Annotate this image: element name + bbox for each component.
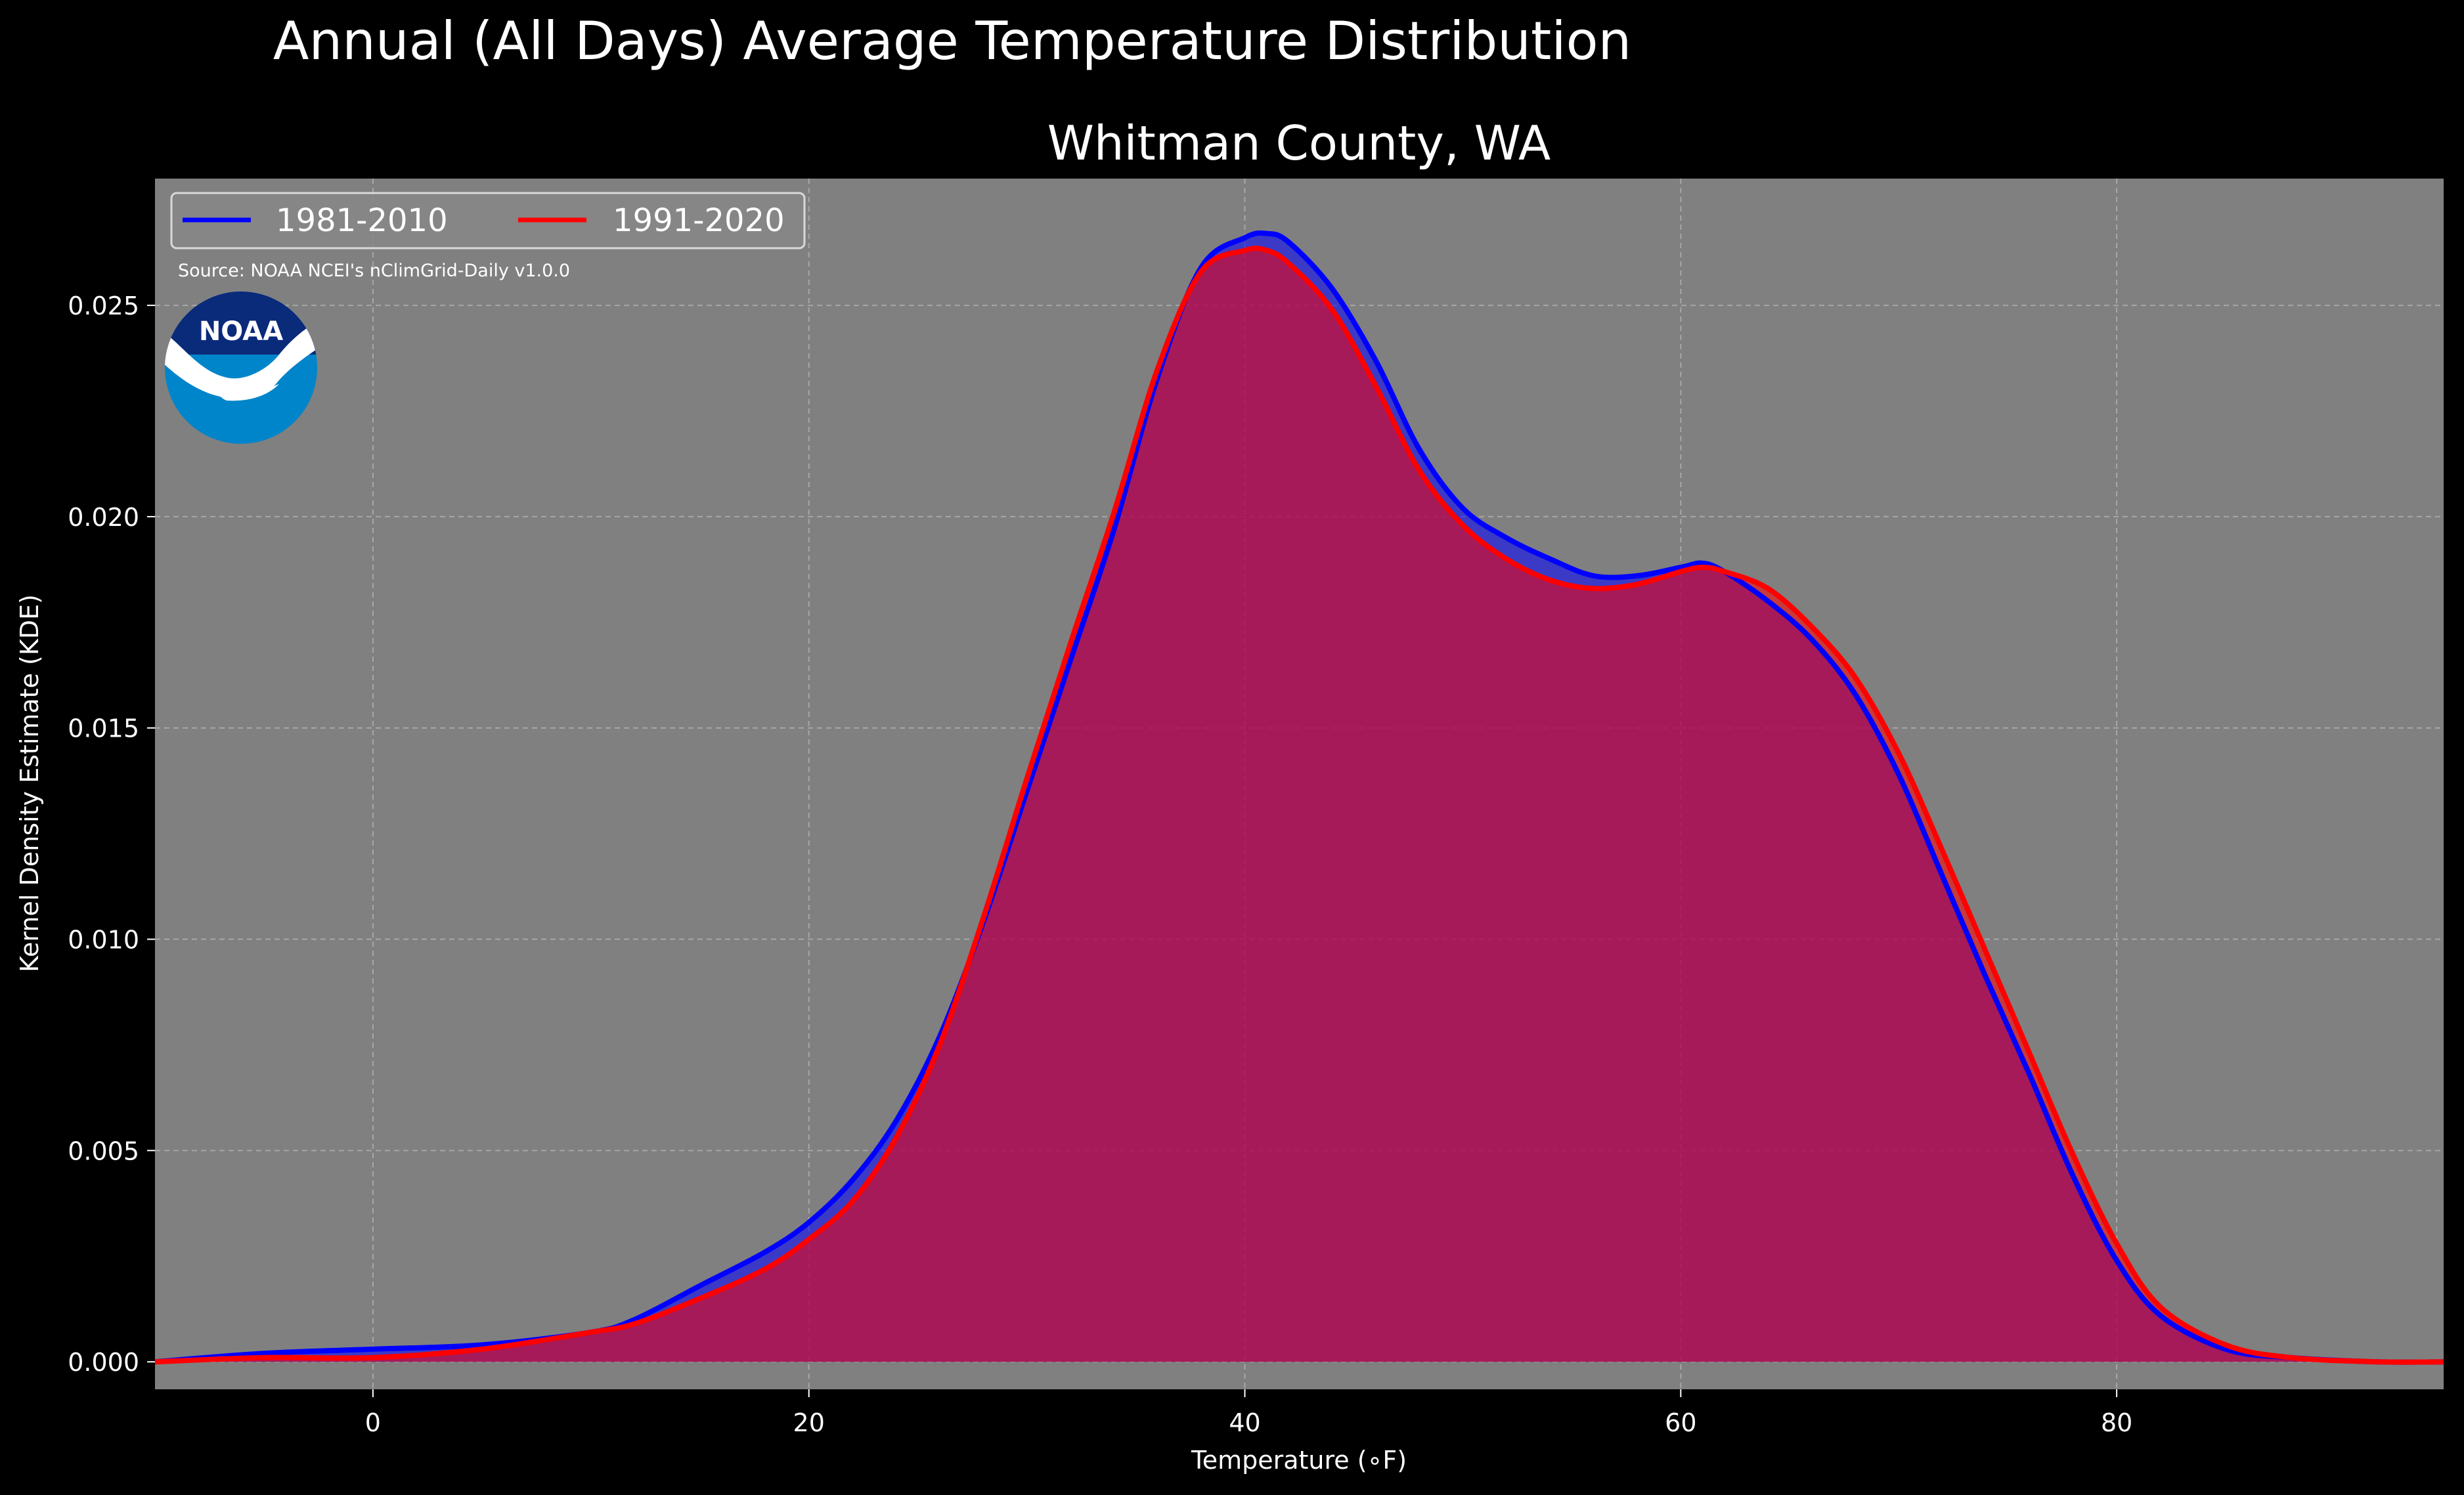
noaa-logo-text: NOAA: [199, 316, 283, 347]
legend-label-1981-2010: 1981-2010: [276, 202, 448, 239]
x-tick-label: 60: [1665, 1408, 1696, 1437]
x-axis-label: Temperature (∘F): [1191, 1446, 1407, 1475]
noaa-logo-wing: [217, 384, 279, 401]
y-axis-ticks: 0.000 0.005 0.010 0.015 0.020 0.025: [68, 292, 155, 1377]
x-axis-ticks: 0 20 40 60 80: [365, 1389, 2132, 1437]
y-axis-label: Kernel Density Estimate (KDE): [15, 594, 44, 972]
chart-title: Whitman County, WA: [1047, 116, 1551, 171]
series-line-1981-2010: [154, 230, 2444, 1365]
legend: 1981-2010 1991-2020: [170, 192, 806, 249]
series-line-1991-2020: [154, 246, 2444, 1365]
y-tick-label: 0.025: [68, 292, 139, 320]
legend-frame: [170, 192, 806, 249]
series-fill-1991-2020: [155, 248, 2444, 1362]
legend-label-1991-2020: 1991-2020: [613, 202, 785, 239]
x-tick-label: 0: [365, 1408, 381, 1437]
y-tick-label: 0.010: [68, 926, 139, 955]
y-tick-label: 0.000: [68, 1348, 139, 1377]
series-layer: [154, 230, 2444, 1365]
source-text: Source: NOAA NCEI's nClimGrid-Daily v1.0…: [178, 261, 570, 281]
y-tick-label: 0.015: [68, 714, 139, 743]
y-tick-label: 0.020: [68, 503, 139, 532]
x-tick-label: 20: [793, 1408, 825, 1437]
x-tick-label: 80: [2101, 1408, 2132, 1437]
y-tick-label: 0.005: [68, 1137, 139, 1165]
noaa-logo-bird-icon: [165, 315, 317, 399]
chart-suptitle: Annual (All Days) Average Temperature Di…: [273, 11, 1631, 72]
x-tick-label: 40: [1229, 1408, 1260, 1437]
